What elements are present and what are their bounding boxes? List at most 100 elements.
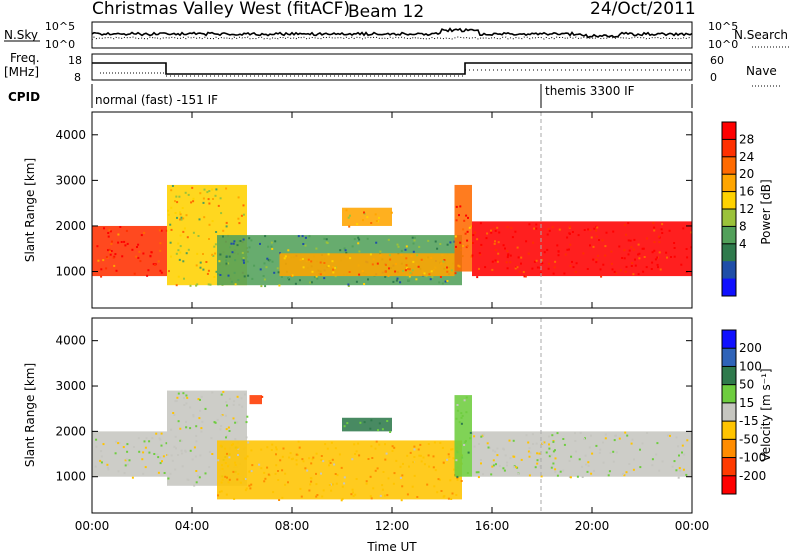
velocity-cell [379,494,382,497]
velocity-cell [626,434,629,437]
velocity-cell [267,473,270,476]
power-cell [637,253,640,256]
power-cell [395,279,398,282]
power-cell [214,252,217,255]
power-cell [175,252,178,255]
velocity-cell [95,445,98,448]
velocity-cell [182,392,185,395]
velocity-cell [552,440,555,443]
power-cell [182,260,185,263]
velocity-cell [204,407,207,410]
velocity-cell [678,467,681,470]
power-cell [611,268,614,271]
velocity-cell [316,494,319,496]
power-cell [400,254,403,257]
power-cell [509,254,512,257]
velocity-cell [123,472,126,475]
velocity-cell [225,428,228,431]
velocity-cell [550,466,553,469]
power-cell [177,249,180,252]
velocity-cell [455,494,458,496]
power-cell [208,223,211,226]
velocity-cell [427,454,430,457]
velocity-cell [440,490,443,492]
power-cell [125,229,128,232]
freq-tick-high: 18 [68,54,82,67]
velocity-cell [177,420,180,423]
cpid-segment-normal: normal (fast) -151 IF [95,93,218,107]
velocity-cell [142,451,145,454]
velocity-cell [275,446,277,449]
velocity-cell [432,455,435,458]
velocity-cell [562,469,565,472]
velocity-cell [334,473,337,475]
x-tick-label: 04:00 [175,519,210,533]
freq-label: Freq. [10,51,40,65]
velocity-cell [221,478,224,481]
velocity-cell [266,446,269,449]
power-cell [685,248,688,250]
velocity-cell [528,447,531,450]
velocity-cell [220,414,223,417]
power-cell [462,245,464,247]
power-cell [348,225,351,228]
velocity-cell [655,453,658,456]
power-cell [279,252,281,255]
power-cell [376,262,379,265]
power-cell [420,258,423,261]
velocity-cell [393,446,396,449]
power-cell [409,271,412,274]
velocity-cell [242,478,245,481]
power-cell [107,232,110,234]
power-cell [658,251,661,254]
power-cell [520,256,523,259]
velocity-cell [569,476,572,479]
power-cell [192,200,195,203]
colorbar-tick-label: 20 [739,167,754,181]
velocity-cell [302,460,305,463]
velocity-cell [639,466,642,469]
power-cell [446,266,448,269]
velocity-cell [289,452,292,455]
velocity-cell [333,463,336,466]
power-cell [167,209,170,212]
velocity-cell [562,438,565,440]
velocity-cell [413,456,416,458]
power-cell [207,269,210,272]
colorbar-swatch [722,243,736,262]
power-cell [379,250,382,253]
velocity-cell [381,428,384,431]
velocity-cell [315,472,317,475]
power-cell [276,267,279,270]
y-tick-label: 1000 [55,265,86,279]
power-cell [332,271,335,274]
velocity-cell [355,478,358,480]
velocity-cell [496,447,499,450]
velocity-cell [570,455,573,458]
velocity-cell [335,482,338,485]
velocity-cell [153,453,156,455]
power-cell [263,278,266,281]
power-cell [225,221,228,224]
power-cell [495,249,497,252]
velocity-cell [174,400,177,403]
power-cell [196,252,199,255]
power-cell [464,232,467,235]
power-cell [632,248,635,251]
power-cell [117,233,120,236]
colorbar-tick-label: -15 [739,414,759,428]
power-cell [454,272,457,275]
power-cell [343,247,346,250]
power-cell [436,247,439,250]
power-cell [522,271,525,273]
power-cell [490,231,493,234]
power-cell [574,271,577,274]
velocity-cell [658,469,661,472]
velocity-cell [490,473,493,476]
power-cell [358,250,361,253]
velocity-cell [117,470,120,473]
velocity-cell [199,454,202,457]
velocity-cell [628,463,631,465]
power-cell [358,238,361,241]
power-cell [115,269,118,272]
